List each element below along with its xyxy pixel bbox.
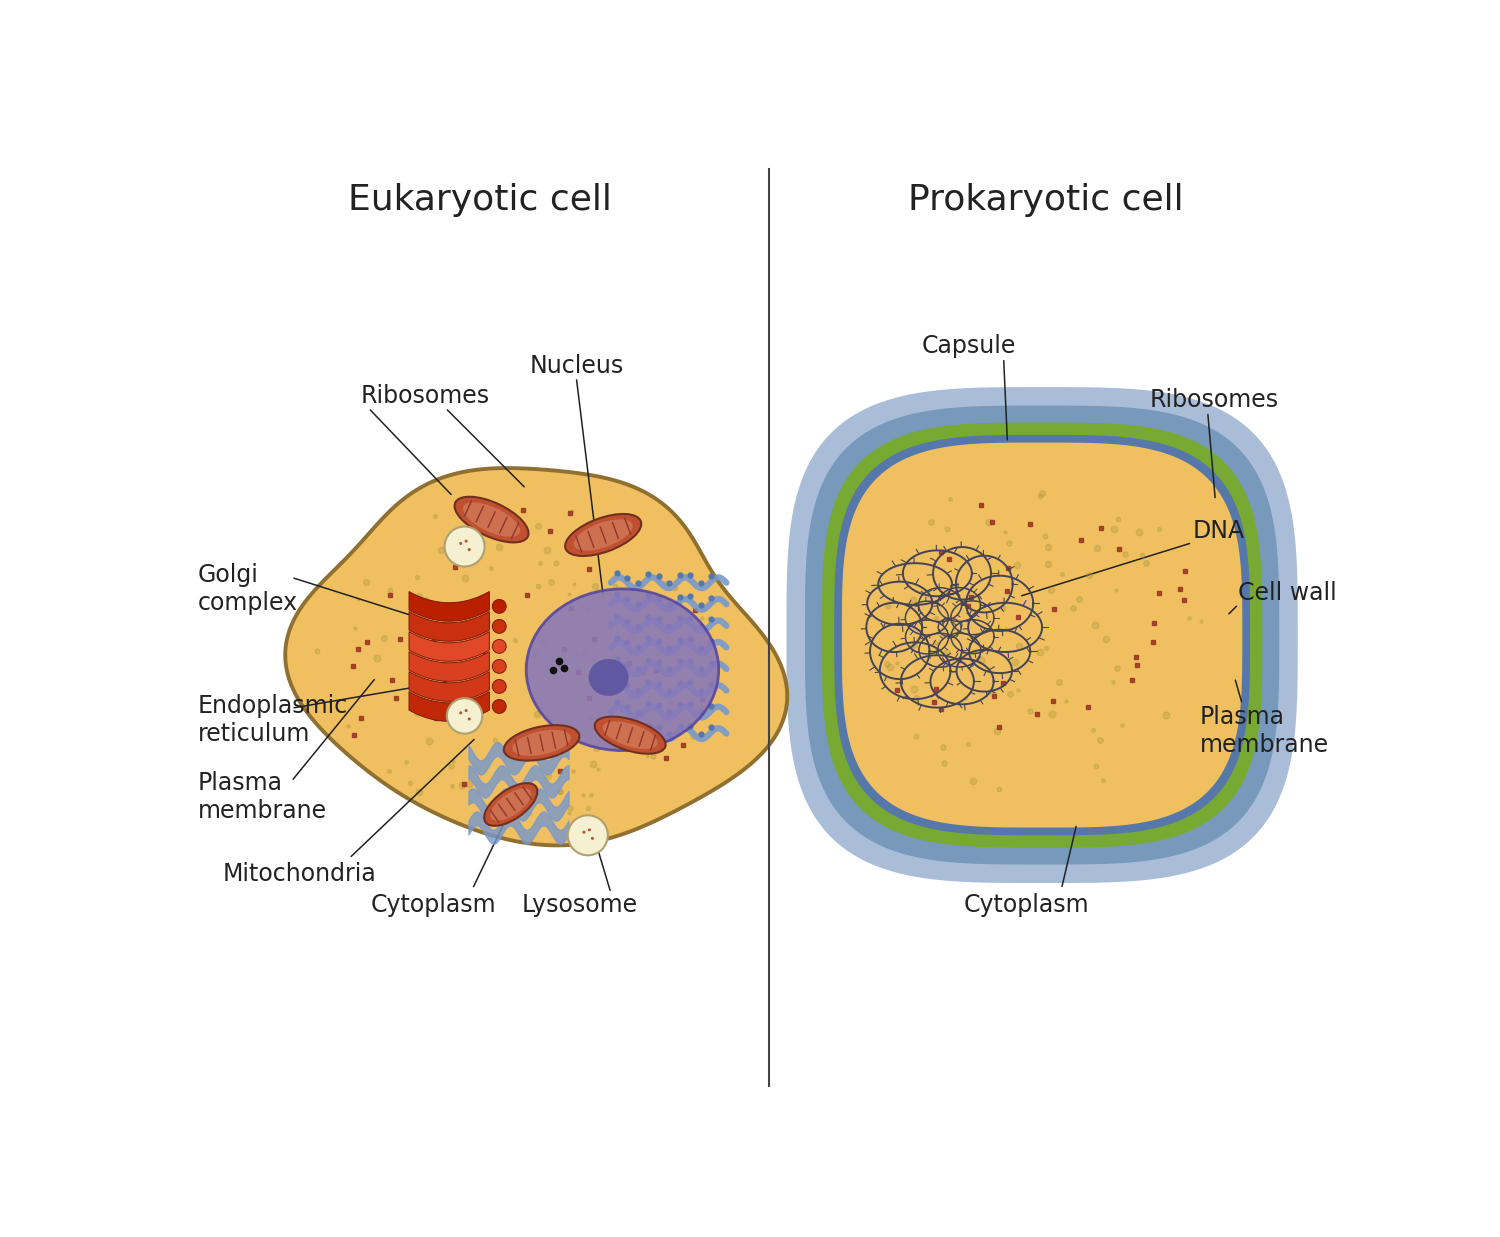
Text: Cytoplasm: Cytoplasm: [964, 893, 1089, 917]
Polygon shape: [786, 387, 1298, 883]
Text: Lysosome: Lysosome: [522, 893, 638, 917]
Ellipse shape: [568, 815, 608, 855]
Ellipse shape: [490, 788, 531, 820]
Ellipse shape: [582, 831, 585, 834]
Text: Ribosomes: Ribosomes: [360, 385, 490, 408]
Ellipse shape: [484, 783, 537, 826]
Ellipse shape: [492, 700, 506, 714]
Ellipse shape: [513, 730, 572, 756]
Text: Plasma
membrane: Plasma membrane: [1200, 705, 1329, 757]
Polygon shape: [410, 652, 489, 682]
Ellipse shape: [526, 589, 718, 751]
Ellipse shape: [588, 659, 628, 696]
Polygon shape: [806, 406, 1280, 865]
Text: Ribosomes: Ribosomes: [1150, 388, 1280, 412]
Polygon shape: [410, 691, 489, 721]
Ellipse shape: [492, 640, 506, 653]
Ellipse shape: [591, 836, 594, 840]
Text: Capsule: Capsule: [922, 334, 1016, 359]
Polygon shape: [410, 632, 489, 662]
Ellipse shape: [573, 520, 633, 550]
Polygon shape: [410, 591, 489, 621]
Text: Cell wall: Cell wall: [1239, 580, 1336, 605]
Ellipse shape: [468, 717, 471, 720]
Text: Cytoplasm: Cytoplasm: [370, 893, 496, 917]
Ellipse shape: [454, 497, 528, 543]
Ellipse shape: [588, 829, 591, 831]
Ellipse shape: [464, 502, 520, 537]
Ellipse shape: [492, 600, 506, 614]
Polygon shape: [822, 423, 1263, 847]
Ellipse shape: [459, 542, 462, 546]
Polygon shape: [842, 443, 1242, 828]
Ellipse shape: [468, 548, 471, 552]
Ellipse shape: [504, 725, 579, 761]
Ellipse shape: [566, 515, 642, 555]
Ellipse shape: [459, 711, 462, 715]
Text: Mitochondria: Mitochondria: [222, 862, 376, 886]
Ellipse shape: [594, 716, 666, 753]
Ellipse shape: [603, 721, 657, 750]
Polygon shape: [410, 672, 489, 701]
Ellipse shape: [492, 679, 506, 694]
Text: DNA: DNA: [1192, 520, 1245, 543]
Text: Nucleus: Nucleus: [530, 354, 624, 377]
Ellipse shape: [465, 539, 468, 543]
Ellipse shape: [465, 709, 468, 713]
Ellipse shape: [492, 659, 506, 673]
Ellipse shape: [492, 620, 506, 633]
Polygon shape: [410, 611, 489, 641]
Polygon shape: [834, 435, 1250, 835]
Ellipse shape: [444, 527, 485, 567]
Text: Endoplasmic
reticulum: Endoplasmic reticulum: [198, 694, 348, 746]
Text: Eukaryotic cell: Eukaryotic cell: [348, 183, 612, 216]
Text: Plasma
membrane: Plasma membrane: [198, 771, 327, 823]
Polygon shape: [285, 468, 788, 845]
Ellipse shape: [447, 698, 483, 734]
Text: Golgi
complex: Golgi complex: [198, 563, 297, 615]
Text: Prokaryotic cell: Prokaryotic cell: [908, 183, 1184, 216]
